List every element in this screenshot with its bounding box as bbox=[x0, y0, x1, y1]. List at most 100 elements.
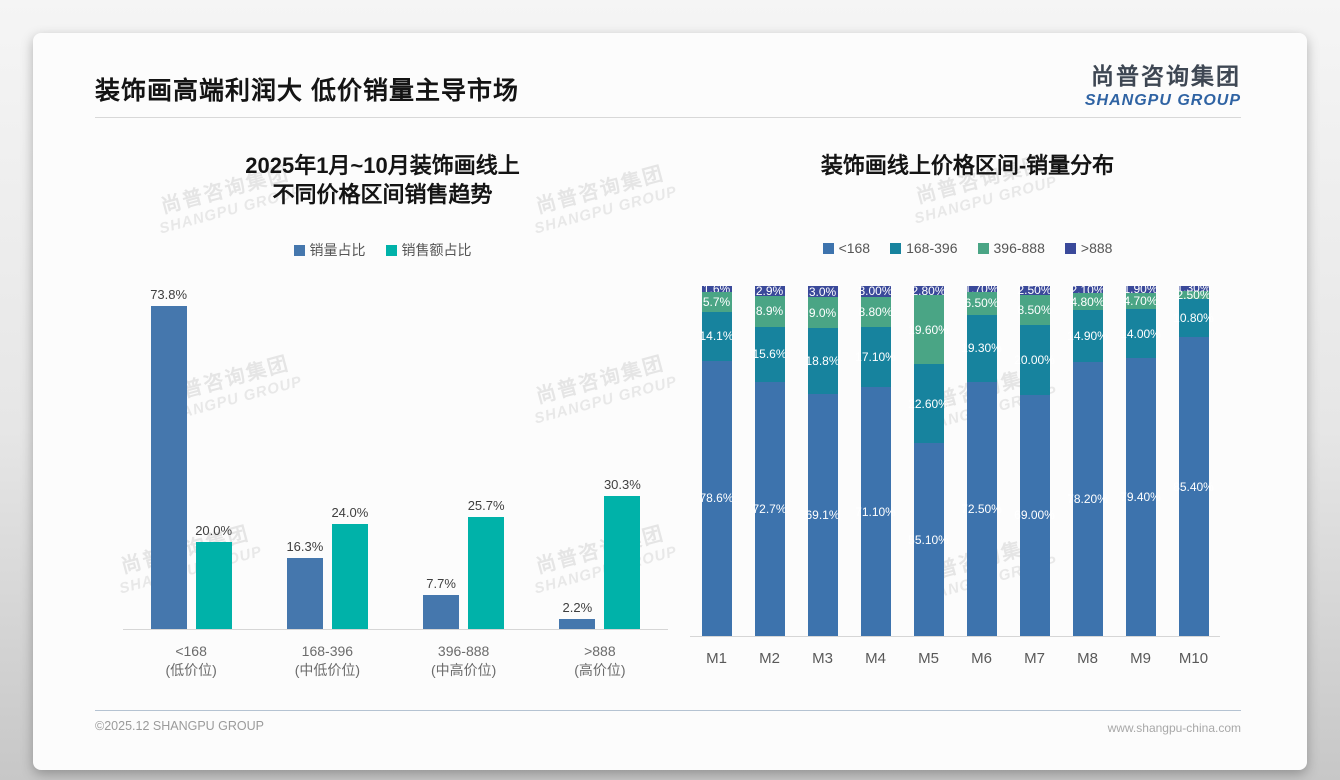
bar bbox=[559, 619, 596, 629]
segment-value-label: 4.80% bbox=[1070, 294, 1105, 309]
bar bbox=[150, 306, 187, 629]
bar-segment: 6.50% bbox=[964, 291, 999, 315]
bar-value-label: 20.0% bbox=[195, 522, 233, 538]
segment-value-label: 69.1% bbox=[805, 508, 840, 523]
segment-value-label: 55.10% bbox=[908, 532, 949, 547]
bar-segment: 5.7% bbox=[701, 291, 732, 312]
bar-segment: 1.90% bbox=[1123, 283, 1157, 295]
segment-value-label: 8.50% bbox=[1017, 302, 1052, 317]
slide-title: 装饰画高端利润大 低价销量主导市场 bbox=[95, 77, 519, 105]
footer-copyright: ©2025.12 SHANGPU GROUP bbox=[95, 719, 264, 733]
category-label: M4 bbox=[865, 650, 886, 667]
legend-item: 销量占比 bbox=[293, 240, 366, 260]
bar-value-label: 16.3% bbox=[286, 538, 324, 554]
legend-swatch bbox=[822, 242, 834, 254]
stacked-bar: 72.7% 15.6% 8.9% 2.9% bbox=[752, 285, 787, 636]
category-label: M8 bbox=[1077, 650, 1098, 667]
bar-group: 73.8% 20.0% bbox=[123, 280, 259, 629]
category-label: M3 bbox=[812, 650, 833, 667]
bar-segment: 3.00% bbox=[858, 285, 892, 297]
stacked-bar: 69.1% 18.8% 9.0% 3.0% bbox=[805, 286, 840, 636]
segment-value-label: 2.10% bbox=[1070, 282, 1105, 297]
segment-value-label: 18.8% bbox=[805, 354, 840, 369]
bar-segment: 8.9% bbox=[754, 295, 785, 328]
bar-segment: 2.9% bbox=[754, 285, 785, 297]
bar-segment: 14.90% bbox=[1067, 310, 1108, 363]
bar-group: 16.3% 24.0% bbox=[259, 280, 395, 629]
bar-segment: 9.0% bbox=[807, 296, 838, 329]
legend-item: 396-888 bbox=[977, 240, 1045, 256]
segment-value-label: 22.60% bbox=[908, 396, 949, 411]
bar-segment: 4.80% bbox=[1070, 293, 1105, 311]
segment-value-label: 8.80% bbox=[858, 304, 893, 319]
segment-value-label: 4.70% bbox=[1123, 293, 1158, 308]
stacked-bar-slot: 69.1% 18.8% 9.0% 3.0% bbox=[796, 286, 849, 636]
stacked-bar-slot: 71.10% 17.10% 8.80% 3.00% bbox=[849, 285, 902, 636]
bar bbox=[286, 557, 323, 629]
segment-value-label: 6.50% bbox=[964, 296, 999, 311]
bar-segment: 2.50% bbox=[1017, 284, 1051, 296]
segment-value-label: 8.9% bbox=[755, 304, 784, 319]
legend-label: 销售额占比 bbox=[401, 242, 472, 258]
bar-column: 25.7% bbox=[467, 280, 505, 629]
segment-value-label: 17.10% bbox=[855, 350, 896, 365]
legend-item: >888 bbox=[1064, 240, 1112, 256]
bar-column: 20.0% bbox=[195, 280, 233, 629]
bar-group: 7.7% 25.7% bbox=[396, 280, 532, 629]
legend-swatch bbox=[293, 244, 305, 256]
legend-label: <168 bbox=[838, 240, 871, 256]
logo-chinese-text: 尚普咨询集团 bbox=[1091, 63, 1241, 89]
legend-item: <168 bbox=[822, 240, 871, 256]
segment-value-label: 72.50% bbox=[961, 502, 1002, 517]
stacked-bar: 71.10% 17.10% 8.80% 3.00% bbox=[855, 285, 896, 636]
legend-label: 396-888 bbox=[993, 240, 1045, 256]
category-label: 396-888 (中高价位) bbox=[430, 643, 497, 678]
bar-segment: 20.00% bbox=[1014, 324, 1055, 395]
segment-value-label: 19.30% bbox=[961, 341, 1002, 356]
stacked-bar-chart: 装饰画线上价格区间-销量分布 <168 168-396 396-888 >888 78… bbox=[690, 145, 1245, 690]
grouped-bar-chart: 2025年1月~10月装饰画线上 不同价格区间销售趋势 销量占比 销售额占比 73.… bbox=[95, 145, 670, 685]
segment-value-label: 14.90% bbox=[1067, 329, 1108, 344]
stacked-bar: 55.10% 22.60% 19.60% 2.80% bbox=[908, 285, 949, 636]
stacked-bar-slot: 69.00% 20.00% 8.50% 2.50% bbox=[1008, 284, 1061, 636]
stacked-bar-slot: 85.40% 10.80% 2.50% 1.30% bbox=[1167, 282, 1220, 636]
stacked-bar-slot: 78.6% 14.1% 5.7% 1.6% bbox=[690, 283, 743, 636]
segment-value-label: 20.00% bbox=[1014, 352, 1055, 367]
stacked-bar: 72.50% 19.30% 6.50% 1.70% bbox=[961, 283, 1002, 636]
segment-value-label: 9.0% bbox=[808, 305, 837, 320]
stacked-bar: 69.00% 20.00% 8.50% 2.50% bbox=[1014, 284, 1055, 636]
bar-segment: 8.80% bbox=[858, 296, 893, 328]
stacked-bar: 78.6% 14.1% 5.7% 1.6% bbox=[699, 283, 734, 636]
bar bbox=[423, 595, 460, 629]
segment-value-label: 2.50% bbox=[1176, 287, 1211, 302]
legend-item: 168-396 bbox=[890, 240, 958, 256]
bar-segment: 17.10% bbox=[855, 327, 896, 388]
bar-segment: 19.30% bbox=[961, 314, 1002, 383]
legend-swatch bbox=[977, 242, 989, 254]
category-label: M2 bbox=[759, 650, 780, 667]
bar-segment: 79.40% bbox=[1120, 358, 1161, 636]
category-label: M5 bbox=[918, 650, 939, 667]
bar-value-label: 25.7% bbox=[467, 497, 505, 513]
title-divider bbox=[95, 117, 1241, 118]
bar-segment: 69.1% bbox=[805, 394, 840, 636]
segment-value-label: 10.80% bbox=[1173, 311, 1214, 326]
bar-column: 2.2% bbox=[559, 280, 596, 629]
segment-value-label: 79.40% bbox=[1120, 490, 1161, 505]
bar-column: 30.3% bbox=[604, 280, 641, 629]
right-chart-legend: <168 168-396 396-888 >888 bbox=[690, 240, 1245, 256]
footer-website: www.shangpu-china.com bbox=[1107, 721, 1241, 735]
stacked-bar-slot: 72.7% 15.6% 8.9% 2.9% bbox=[743, 285, 796, 636]
category-label: M6 bbox=[971, 650, 992, 667]
bar-segment: 78.6% bbox=[699, 360, 734, 636]
legend-swatch bbox=[385, 244, 397, 256]
bar-segment: 69.00% bbox=[1014, 394, 1055, 636]
bar-column: 24.0% bbox=[331, 280, 368, 629]
slide-card: 尚普咨询集团 SHANGPU GROUP 尚普咨询集团 SHANGPU GROUP 尚普… bbox=[33, 33, 1307, 770]
bar-segment: 72.7% bbox=[752, 381, 787, 636]
company-logo: 尚普咨询集团 SHANGPU GROUP bbox=[1085, 57, 1241, 110]
left-chart-category-axis: <168 (低价位) 168-396 (中低价位) 396-888 (中高价位) >888(… bbox=[123, 642, 668, 680]
category-label: <168 (低价位) bbox=[165, 643, 217, 678]
bar-segment: 15.6% bbox=[752, 327, 787, 382]
bar-group: 2.2% 30.3% bbox=[532, 280, 668, 629]
